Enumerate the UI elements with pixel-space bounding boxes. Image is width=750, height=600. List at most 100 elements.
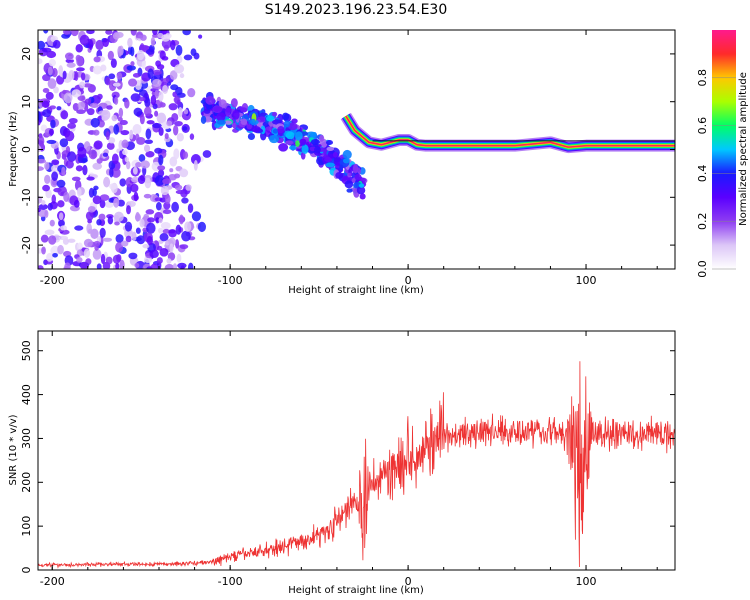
spectral-blob [291, 118, 298, 124]
spectral-blob [135, 133, 140, 141]
spectral-blob [114, 211, 124, 222]
spectral-blob [105, 76, 111, 86]
spectral-blob [60, 110, 69, 120]
spectral-blob [68, 70, 75, 80]
spectral-blob [92, 162, 103, 170]
spectral-blob [72, 103, 80, 112]
spectral-blob [138, 154, 146, 163]
spectral-blob [51, 194, 56, 204]
spectral-blob [120, 129, 130, 136]
snr-x-tick-label: -200 [40, 575, 65, 588]
spectral-blob [115, 242, 124, 253]
spectral-blob [56, 179, 66, 188]
spectral-blob [65, 160, 74, 169]
spectral-blob [272, 128, 279, 134]
spectral-blob [203, 108, 211, 114]
spectral-blob [213, 106, 223, 112]
spectral-blob [96, 218, 102, 226]
spectral-blob [193, 160, 198, 171]
spectral-blob [216, 119, 226, 125]
spectral-blob [100, 253, 106, 265]
spectral-blob [163, 33, 172, 39]
spectral-blob [84, 98, 92, 105]
spectral-blob [164, 194, 171, 205]
spectrogram-y-tick-label: 20 [20, 47, 33, 61]
spectral-blob [161, 56, 169, 61]
spectral-blob [171, 201, 179, 213]
spectral-blob [301, 144, 309, 155]
snr-x-tick-label: 0 [405, 575, 412, 588]
spectral-blob [58, 212, 64, 221]
spectral-blob [309, 131, 317, 138]
spectral-blob [175, 189, 186, 195]
spectral-blob [56, 74, 65, 85]
spectrogram-x-axis-label: Height of straight line (km) [288, 285, 424, 296]
spectral-blob [71, 176, 81, 182]
spectral-blob [132, 72, 141, 78]
spectral-blob [164, 263, 175, 269]
spectral-blob [333, 151, 338, 158]
spectral-blob [92, 195, 102, 205]
spectral-blob [246, 124, 253, 130]
spectral-blob [83, 238, 93, 248]
spectrogram-y-tick-label: 10 [20, 95, 33, 109]
spectral-blob [342, 158, 350, 164]
spectral-blob [169, 70, 178, 81]
spectral-blob [74, 70, 79, 81]
spectral-blob [141, 60, 146, 69]
spectral-blob [162, 30, 168, 35]
spectral-blob [111, 153, 119, 165]
spectral-blob [83, 248, 91, 258]
spectral-blob [240, 107, 248, 113]
spectral-blob [205, 95, 215, 105]
spectral-blob [182, 126, 188, 131]
spectral-blob [86, 30, 95, 35]
snr-series-line [38, 361, 675, 569]
spectral-blob [167, 174, 177, 181]
spectral-blob [159, 247, 169, 257]
spectral-blob [218, 99, 227, 108]
spectral-blob [124, 221, 133, 232]
spectral-blob [135, 162, 142, 168]
spectral-blob [126, 65, 136, 71]
spectral-blob [107, 216, 114, 225]
spectral-blob [60, 225, 67, 231]
spectral-blob [102, 38, 110, 48]
spectral-blob [147, 68, 154, 80]
spectral-blob [92, 65, 103, 75]
spectral-blob [44, 209, 49, 218]
spectral-blob [57, 200, 65, 208]
spectral-blob [76, 109, 86, 115]
spectral-blob [187, 262, 194, 269]
spectral-blob [109, 183, 118, 190]
spectral-blob [173, 148, 180, 160]
spectral-blob [143, 106, 152, 117]
spectral-blob [124, 156, 129, 163]
spectral-blob [74, 225, 84, 231]
spectral-blob [182, 30, 191, 36]
spectral-blob [347, 172, 352, 178]
spectral-blob [143, 193, 152, 199]
spectral-blob [124, 228, 133, 239]
spectral-blob [110, 58, 117, 69]
spectral-blob [53, 86, 59, 94]
spectrogram-x-tick-label: 100 [576, 274, 597, 287]
spectral-blob [51, 165, 56, 172]
spectral-blob [156, 112, 167, 124]
spectral-blob [42, 87, 50, 94]
spectral-blob [63, 92, 73, 104]
spectral-blob [113, 197, 120, 208]
spectral-blob [181, 197, 189, 204]
spectral-blob [147, 217, 155, 223]
spectral-blob [183, 54, 193, 61]
spectral-blob [108, 73, 116, 80]
spectral-blob [281, 112, 290, 121]
spectral-blob [158, 217, 163, 224]
spectral-blob [94, 244, 99, 251]
spectral-blob [127, 37, 133, 48]
spectral-blob [43, 30, 49, 34]
spectral-blob [154, 147, 163, 154]
spectral-blob [352, 163, 359, 174]
colorbar-tick-label: 0.2 [696, 212, 709, 230]
